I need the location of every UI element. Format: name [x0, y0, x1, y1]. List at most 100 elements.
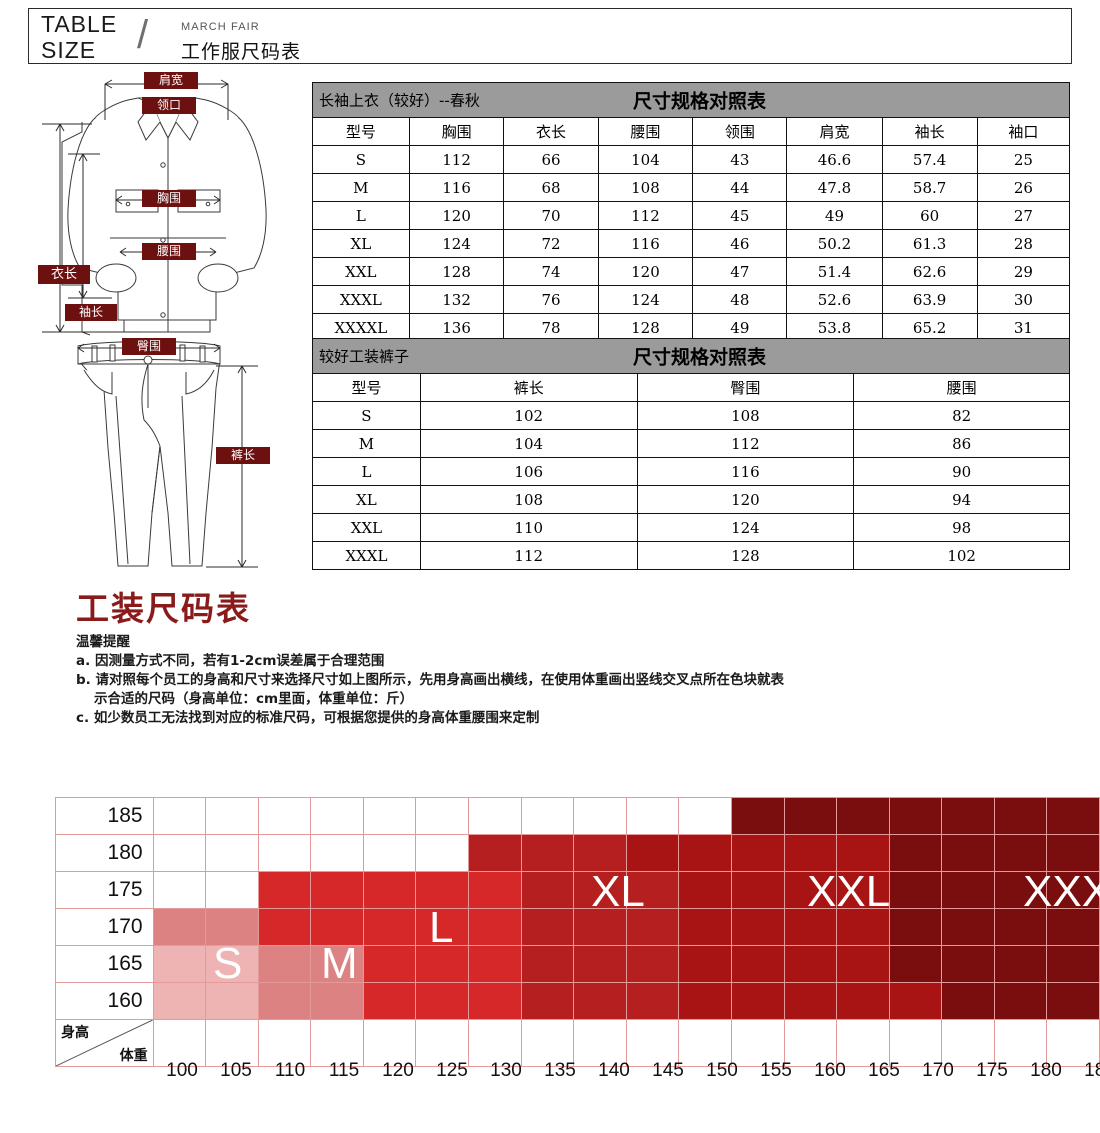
- heatmap-cell[interactable]: [625, 945, 680, 983]
- heatmap-cell[interactable]: [310, 871, 364, 909]
- heatmap-cell[interactable]: [468, 871, 522, 909]
- heatmap-cell[interactable]: [888, 945, 943, 983]
- heatmap-cell[interactable]: [1046, 945, 1100, 983]
- heatmap-cell[interactable]: [362, 871, 417, 909]
- heatmap-cell[interactable]: [730, 834, 785, 872]
- heatmap-cell[interactable]: [573, 982, 627, 1020]
- heatmap-cell[interactable]: [520, 908, 575, 946]
- heatmap-cell[interactable]: [362, 982, 417, 1020]
- heatmap-cell[interactable]: [415, 797, 470, 835]
- heatmap-cell[interactable]: [730, 871, 785, 909]
- heatmap-cell[interactable]: [205, 982, 259, 1020]
- heatmap-cell[interactable]: [257, 797, 312, 835]
- heatmap-cell[interactable]: [678, 797, 732, 835]
- heatmap-cell[interactable]: [257, 945, 312, 983]
- heatmap-cell[interactable]: [993, 871, 1048, 909]
- heatmap-cell[interactable]: [573, 871, 627, 909]
- heatmap-cell[interactable]: [625, 871, 680, 909]
- heatmap-cell[interactable]: [205, 945, 259, 983]
- heatmap-cell[interactable]: [205, 834, 259, 872]
- heatmap-cell[interactable]: [1046, 871, 1100, 909]
- heatmap-cell[interactable]: [573, 834, 627, 872]
- heatmap-cell[interactable]: [783, 945, 838, 983]
- heatmap-cell[interactable]: [257, 834, 312, 872]
- heatmap-cell[interactable]: [310, 834, 364, 872]
- heatmap-cell[interactable]: [783, 908, 838, 946]
- heatmap-cell[interactable]: [625, 834, 680, 872]
- heatmap-cell[interactable]: [205, 908, 259, 946]
- heatmap-cell[interactable]: [941, 871, 995, 909]
- heatmap-cell[interactable]: [730, 982, 785, 1020]
- heatmap-cell[interactable]: [468, 797, 522, 835]
- heatmap-cell[interactable]: [1046, 982, 1100, 1020]
- heatmap-cell[interactable]: [310, 797, 364, 835]
- heatmap-cell[interactable]: [993, 945, 1048, 983]
- heatmap-cell[interactable]: [468, 908, 522, 946]
- heatmap-cell[interactable]: [362, 908, 417, 946]
- heatmap-cell[interactable]: [730, 945, 785, 983]
- heatmap-cell[interactable]: [888, 982, 943, 1020]
- heatmap-cell[interactable]: [836, 834, 890, 872]
- heatmap-cell[interactable]: [415, 945, 470, 983]
- heatmap-cell[interactable]: [205, 797, 259, 835]
- heatmap-cell[interactable]: [573, 797, 627, 835]
- heatmap-cell[interactable]: [152, 982, 207, 1020]
- heatmap-cell[interactable]: [152, 797, 207, 835]
- heatmap-cell[interactable]: [941, 945, 995, 983]
- heatmap-cell[interactable]: [520, 982, 575, 1020]
- heatmap-cell[interactable]: [520, 797, 575, 835]
- heatmap-cell[interactable]: [362, 797, 417, 835]
- heatmap-cell[interactable]: [415, 982, 470, 1020]
- heatmap-cell[interactable]: [152, 908, 207, 946]
- heatmap-cell[interactable]: [1046, 908, 1100, 946]
- heatmap-cell[interactable]: [836, 945, 890, 983]
- heatmap-cell[interactable]: [573, 945, 627, 983]
- heatmap-cell[interactable]: [993, 797, 1048, 835]
- heatmap-cell[interactable]: [468, 945, 522, 983]
- heatmap-cell[interactable]: [941, 834, 995, 872]
- heatmap-cell[interactable]: [468, 982, 522, 1020]
- heatmap-cell[interactable]: [993, 908, 1048, 946]
- heatmap-cell[interactable]: [783, 797, 838, 835]
- heatmap-cell[interactable]: [152, 945, 207, 983]
- heatmap-cell[interactable]: [678, 945, 732, 983]
- heatmap-cell[interactable]: [678, 834, 732, 872]
- heatmap-cell[interactable]: [205, 871, 259, 909]
- heatmap-cell[interactable]: [362, 945, 417, 983]
- heatmap-cell[interactable]: [362, 834, 417, 872]
- heatmap-cell[interactable]: [678, 908, 732, 946]
- heatmap-cell[interactable]: [888, 871, 943, 909]
- heatmap-cell[interactable]: [415, 871, 470, 909]
- heatmap-cell[interactable]: [257, 982, 312, 1020]
- heatmap-cell[interactable]: [1046, 834, 1100, 872]
- heatmap-cell[interactable]: [836, 871, 890, 909]
- heatmap-cell[interactable]: [941, 797, 995, 835]
- heatmap-cell[interactable]: [415, 834, 470, 872]
- heatmap-cell[interactable]: [573, 908, 627, 946]
- heatmap-cell[interactable]: [257, 908, 312, 946]
- heatmap-cell[interactable]: [152, 871, 207, 909]
- heatmap-cell[interactable]: [836, 908, 890, 946]
- heatmap-cell[interactable]: [1046, 797, 1100, 835]
- heatmap-cell[interactable]: [836, 982, 890, 1020]
- heatmap-cell[interactable]: [678, 871, 732, 909]
- heatmap-cell[interactable]: [836, 797, 890, 835]
- heatmap-cell[interactable]: [625, 797, 680, 835]
- heatmap-cell[interactable]: [520, 834, 575, 872]
- heatmap-cell[interactable]: [520, 871, 575, 909]
- heatmap-cell[interactable]: [625, 908, 680, 946]
- heatmap-cell[interactable]: [310, 945, 364, 983]
- heatmap-cell[interactable]: [888, 908, 943, 946]
- heatmap-cell[interactable]: [310, 982, 364, 1020]
- heatmap-cell[interactable]: [993, 834, 1048, 872]
- heatmap-cell[interactable]: [257, 871, 312, 909]
- heatmap-cell[interactable]: [625, 982, 680, 1020]
- heatmap-cell[interactable]: [468, 834, 522, 872]
- heatmap-cell[interactable]: [730, 908, 785, 946]
- heatmap-cell[interactable]: [783, 834, 838, 872]
- heatmap-cell[interactable]: [888, 797, 943, 835]
- heatmap-cell[interactable]: [310, 908, 364, 946]
- heatmap-cell[interactable]: [993, 982, 1048, 1020]
- heatmap-cell[interactable]: [783, 982, 838, 1020]
- heatmap-cell[interactable]: [152, 834, 207, 872]
